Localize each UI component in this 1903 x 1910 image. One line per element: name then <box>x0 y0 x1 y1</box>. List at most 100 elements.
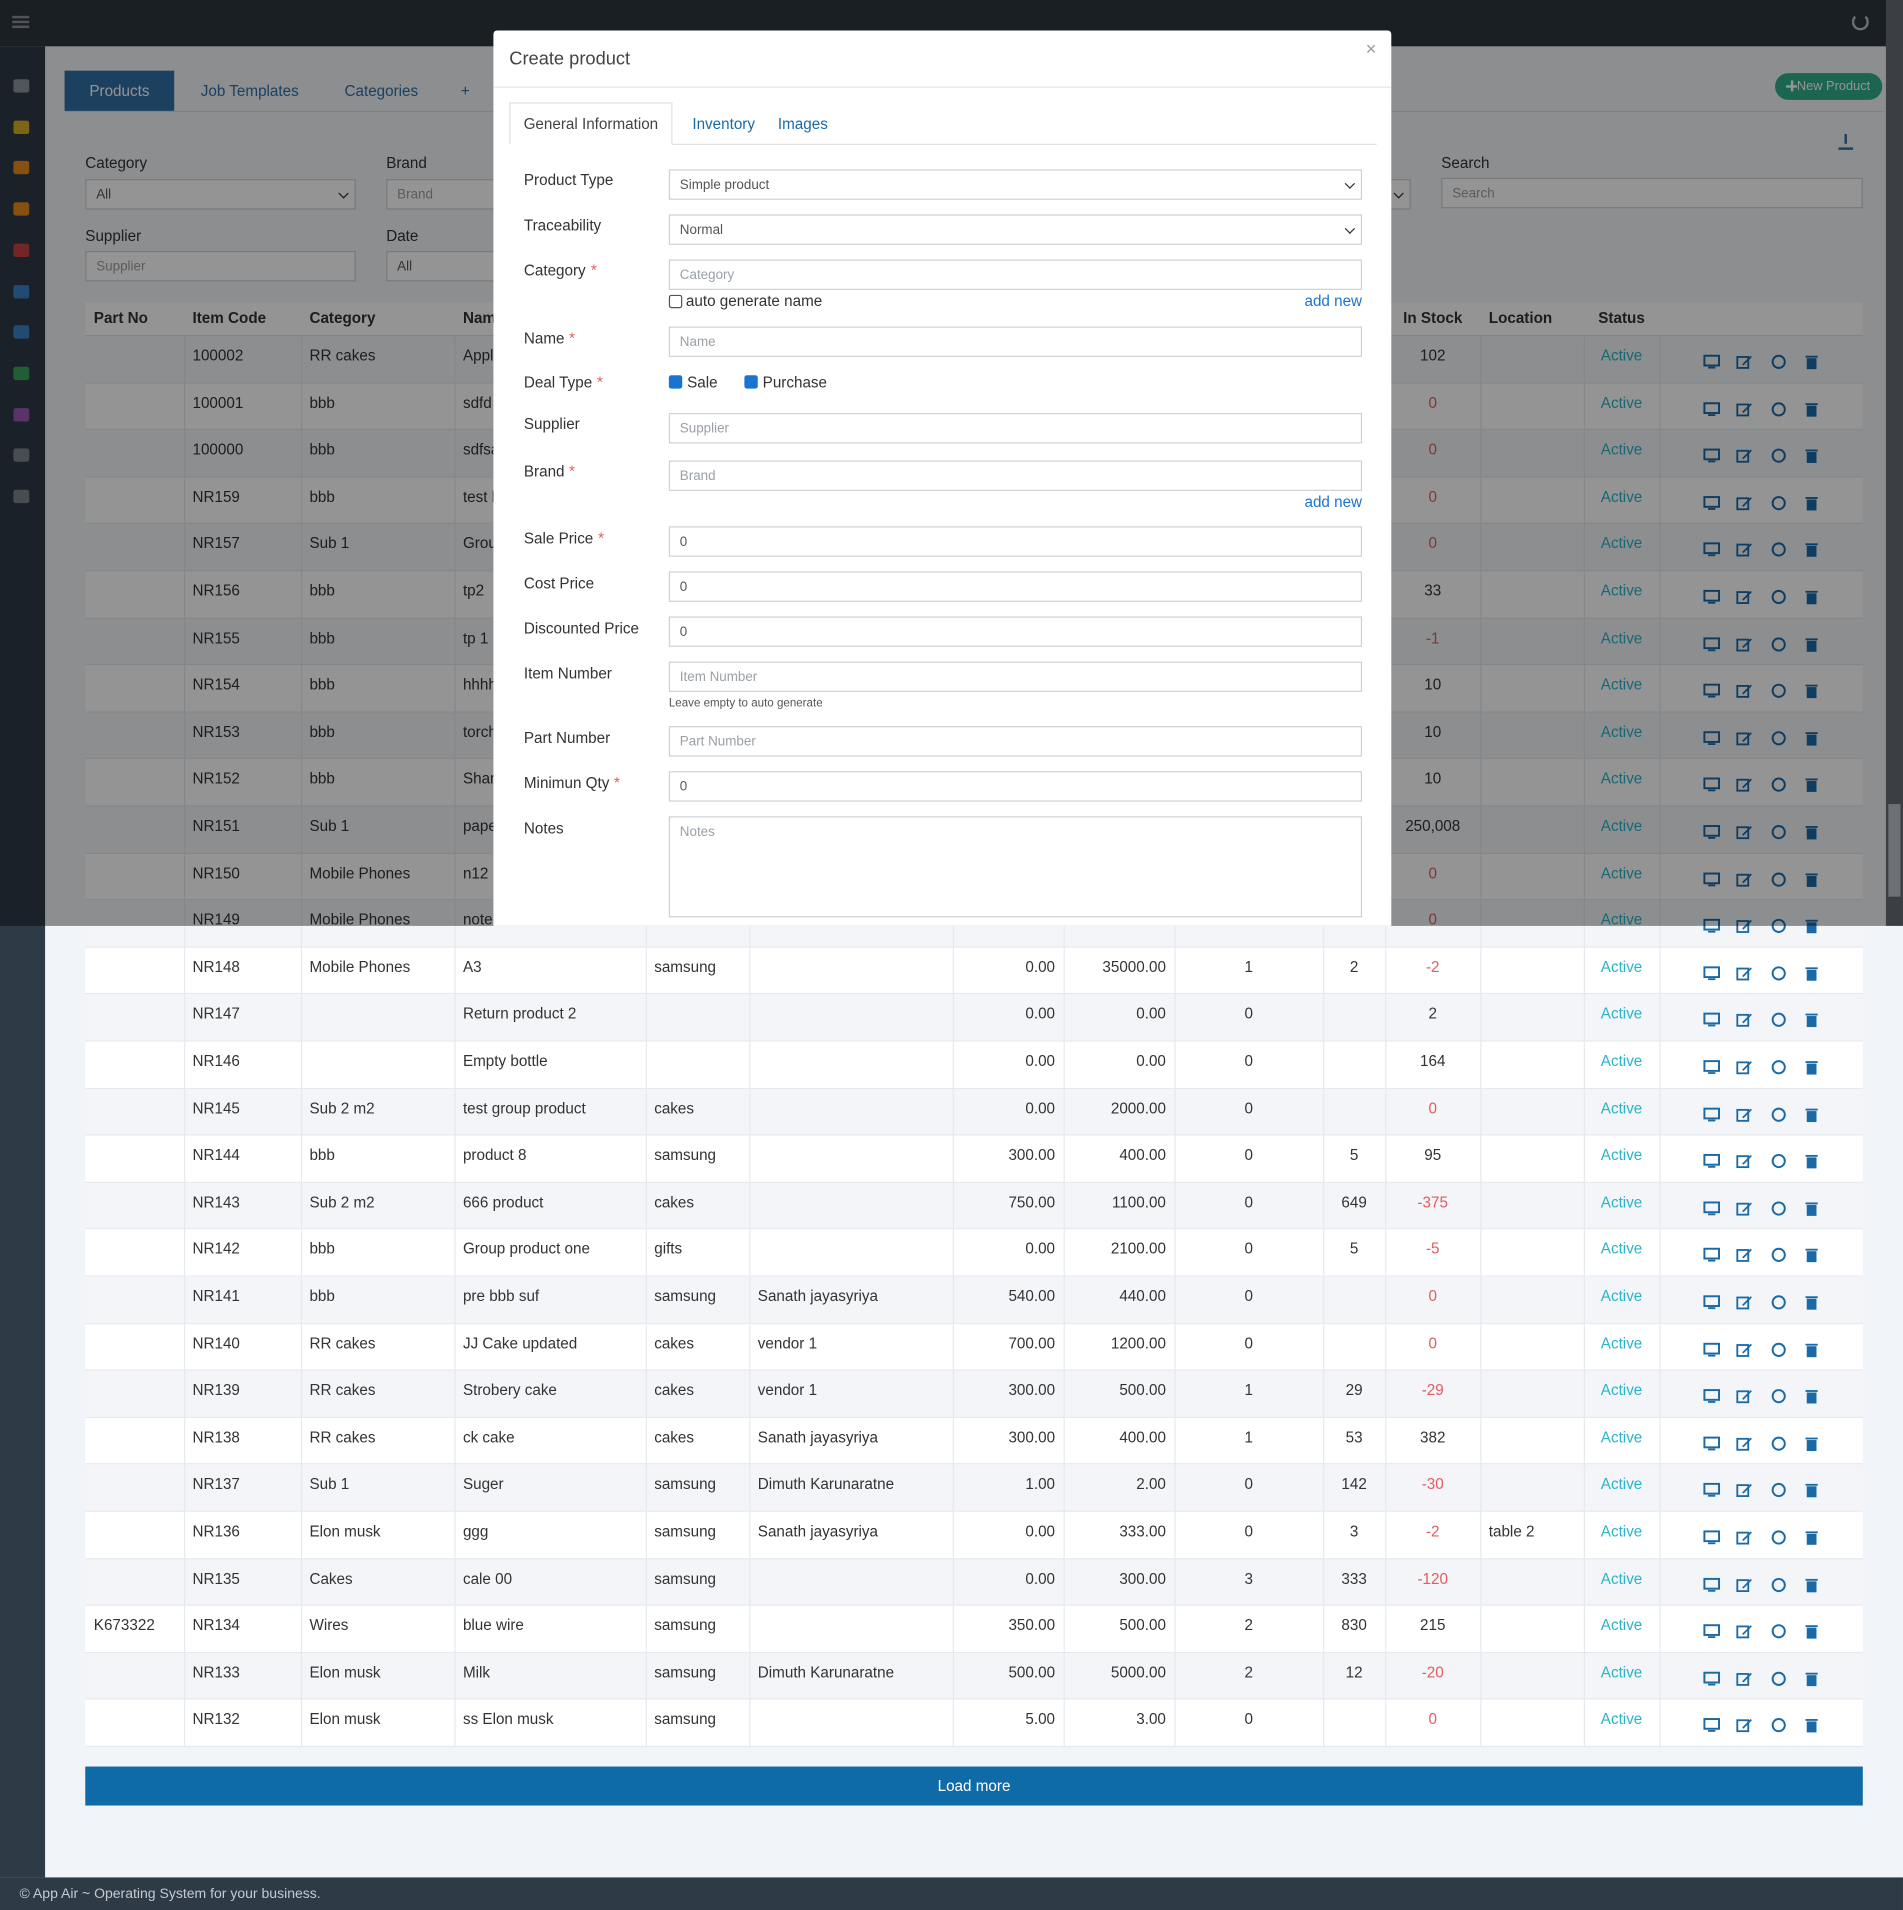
edit-icon[interactable] <box>1735 352 1754 371</box>
table-cell[interactable]: Active <box>1600 864 1643 882</box>
view-icon[interactable] <box>1702 634 1721 653</box>
modal-tab[interactable]: Inventory <box>692 115 755 133</box>
table-cell[interactable]: Active <box>1600 629 1643 647</box>
table-cell[interactable]: Active <box>1600 1522 1643 1540</box>
table-cell[interactable]: Active <box>1600 1146 1643 1164</box>
edit-icon[interactable] <box>1735 1481 1754 1500</box>
new-product-button[interactable]: New Product <box>1775 73 1883 100</box>
toggle-icon[interactable] <box>1769 1622 1788 1641</box>
del-icon[interactable] <box>1802 1199 1821 1218</box>
view-icon[interactable] <box>1702 1293 1721 1312</box>
view-icon[interactable] <box>1702 446 1721 465</box>
del-icon[interactable] <box>1802 775 1821 794</box>
view-icon[interactable] <box>1702 1575 1721 1594</box>
table-cell[interactable]: Active <box>1600 1193 1643 1211</box>
checkbox-label[interactable]: Sale <box>687 374 718 392</box>
table-cell[interactable]: Active <box>1600 1475 1643 1493</box>
view-icon[interactable] <box>1702 963 1721 982</box>
modal-tab[interactable]: Images <box>777 115 828 133</box>
column-header[interactable]: Category <box>309 309 376 327</box>
nav-tab[interactable]: + <box>460 82 470 100</box>
view-icon[interactable] <box>1702 1716 1721 1735</box>
edit-icon[interactable] <box>1735 869 1754 888</box>
sidebar-icon[interactable] <box>13 161 30 175</box>
edit-icon[interactable] <box>1735 399 1754 418</box>
edit-icon[interactable] <box>1735 446 1754 465</box>
checkbox[interactable] <box>668 294 683 309</box>
checkbox-label[interactable]: auto generate name <box>685 292 823 310</box>
table-cell[interactable]: Active <box>1600 676 1643 694</box>
edit-icon[interactable] <box>1735 775 1754 794</box>
del-icon[interactable] <box>1802 1716 1821 1735</box>
field-input[interactable]: Part Number <box>668 726 1363 757</box>
sidebar-icon[interactable] <box>13 366 30 380</box>
toggle-icon[interactable] <box>1769 1575 1788 1594</box>
sidebar-icon[interactable] <box>13 448 30 463</box>
del-icon[interactable] <box>1802 1434 1821 1453</box>
field-input[interactable]: 0 <box>668 771 1363 802</box>
table-cell[interactable]: Active <box>1600 441 1643 459</box>
view-icon[interactable] <box>1702 775 1721 794</box>
field-input[interactable]: Category <box>668 259 1363 290</box>
toggle-icon[interactable] <box>1769 493 1788 512</box>
table-cell[interactable]: Active <box>1600 535 1643 553</box>
edit-icon[interactable] <box>1735 1716 1754 1735</box>
toggle-icon[interactable] <box>1769 352 1788 371</box>
edit-icon[interactable] <box>1735 1434 1754 1453</box>
table-cell[interactable]: Active <box>1600 1616 1643 1634</box>
view-icon[interactable] <box>1702 540 1721 559</box>
view-icon[interactable] <box>1702 1105 1721 1124</box>
edit-icon[interactable] <box>1735 1057 1754 1076</box>
table-cell[interactable]: Active <box>1600 1710 1643 1729</box>
toggle-icon[interactable] <box>1769 822 1788 841</box>
del-icon[interactable] <box>1802 1246 1821 1265</box>
del-icon[interactable] <box>1802 1528 1821 1547</box>
column-header[interactable]: Part No <box>93 309 148 327</box>
nav-tab[interactable]: Job Templates <box>200 82 299 100</box>
table-cell[interactable]: Active <box>1600 582 1643 600</box>
view-icon[interactable] <box>1702 1057 1721 1076</box>
del-icon[interactable] <box>1802 446 1821 465</box>
edit-icon[interactable] <box>1735 493 1754 512</box>
filter-input[interactable]: All <box>85 179 356 210</box>
del-icon[interactable] <box>1802 1293 1821 1312</box>
filter-input[interactable]: Search <box>1441 177 1863 209</box>
toggle-icon[interactable] <box>1769 634 1788 653</box>
toggle-icon[interactable] <box>1769 681 1788 700</box>
del-icon[interactable] <box>1802 1105 1821 1124</box>
view-icon[interactable] <box>1702 1199 1721 1218</box>
del-icon[interactable] <box>1802 493 1821 512</box>
edit-icon[interactable] <box>1735 1387 1754 1406</box>
field-input[interactable]: 0 <box>668 571 1363 602</box>
power-icon[interactable] <box>1851 13 1869 31</box>
filter-input[interactable]: Supplier <box>85 250 356 282</box>
sidebar-icon[interactable] <box>13 202 30 216</box>
sidebar-icon[interactable] <box>13 489 30 504</box>
edit-icon[interactable] <box>1735 1010 1754 1029</box>
scrollbar-thumb[interactable] <box>1888 804 1901 897</box>
del-icon[interactable] <box>1802 1340 1821 1359</box>
view-icon[interactable] <box>1702 399 1721 418</box>
toggle-icon[interactable] <box>1769 728 1788 747</box>
column-header[interactable]: In Stock <box>1403 309 1463 327</box>
toggle-icon[interactable] <box>1769 446 1788 465</box>
edit-icon[interactable] <box>1735 728 1754 747</box>
del-icon[interactable] <box>1802 1152 1821 1171</box>
edit-icon[interactable] <box>1735 587 1754 606</box>
del-icon[interactable] <box>1802 963 1821 982</box>
table-cell[interactable]: Active <box>1600 958 1643 976</box>
table-cell[interactable]: Active <box>1600 911 1643 929</box>
view-icon[interactable] <box>1702 1152 1721 1171</box>
table-cell[interactable]: Active <box>1600 1287 1643 1305</box>
edit-icon[interactable] <box>1735 1293 1754 1312</box>
del-icon[interactable] <box>1802 1481 1821 1500</box>
toggle-icon[interactable] <box>1769 869 1788 888</box>
view-icon[interactable] <box>1702 1622 1721 1641</box>
column-header[interactable]: Status <box>1598 309 1645 327</box>
toggle-icon[interactable] <box>1769 1481 1788 1500</box>
toggle-icon[interactable] <box>1769 1387 1788 1406</box>
del-icon[interactable] <box>1802 869 1821 888</box>
del-icon[interactable] <box>1802 916 1821 935</box>
field-input[interactable]: Simple product <box>668 169 1363 200</box>
table-cell[interactable]: Active <box>1600 1099 1643 1117</box>
